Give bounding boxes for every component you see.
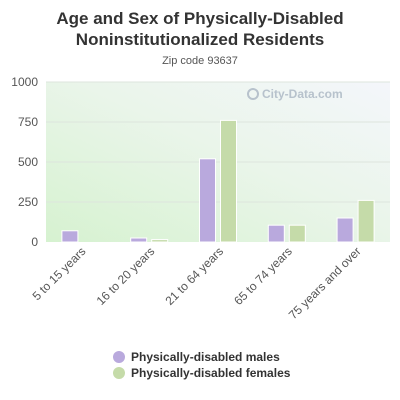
x-tick-label: 16 to 20 years <box>94 244 158 308</box>
y-tick-label: 0 <box>31 235 38 249</box>
bar-females <box>220 119 237 243</box>
bar-females <box>151 239 169 243</box>
chart-title: Age and Sex of Physically-Disabled Nonin… <box>0 8 400 50</box>
x-tick-label: 65 to 74 years <box>231 244 295 308</box>
bar-males <box>61 230 79 243</box>
bar-females <box>357 199 375 243</box>
legend-label-females: Physically-disabled females <box>131 366 291 380</box>
legend-swatch-males <box>113 351 125 363</box>
y-tick-label: 250 <box>18 195 38 209</box>
watermark: City-Data.com <box>247 87 343 101</box>
legend: Physically-disabled males Physically-dis… <box>113 349 290 381</box>
legend-item-males: Physically-disabled males <box>113 349 290 365</box>
legend-swatch-females <box>113 367 125 379</box>
legend-label-males: Physically-disabled males <box>131 350 280 364</box>
x-tick-label: 21 to 64 years <box>162 244 226 308</box>
legend-item-females: Physically-disabled females <box>113 365 290 381</box>
x-tick-label: 5 to 15 years <box>30 244 89 303</box>
magnifier-icon <box>247 88 259 100</box>
watermark-text: City-Data.com <box>262 87 343 101</box>
y-tick-label: 1000 <box>11 75 38 89</box>
bar-males <box>267 224 285 243</box>
bar-males <box>130 237 148 243</box>
bar-males <box>336 217 354 243</box>
bar-males <box>199 158 216 243</box>
chart-title-line-2: Noninstitutionalized Residents <box>75 30 325 49</box>
y-tick-label: 750 <box>18 115 38 129</box>
chart-subtitle: Zip code 93637 <box>162 55 238 67</box>
bar-females <box>288 224 306 243</box>
y-tick-label: 500 <box>18 155 38 169</box>
x-tick-label: 75 years and over <box>286 244 364 322</box>
chart-title-line-1: Age and Sex of Physically-Disabled <box>56 9 344 28</box>
